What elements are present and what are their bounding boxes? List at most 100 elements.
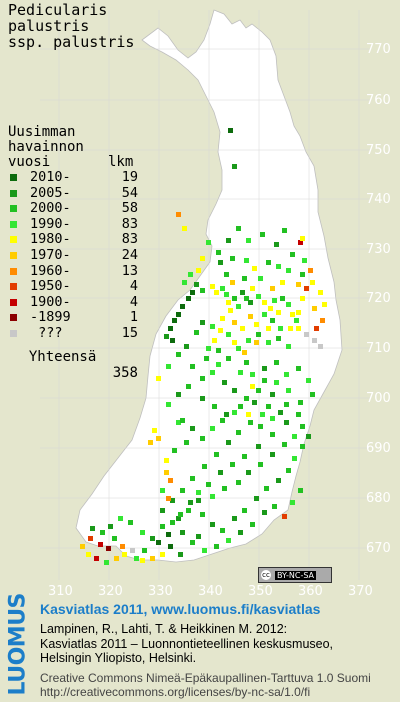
observation-square <box>262 510 267 515</box>
observation-square <box>236 304 241 309</box>
observation-square <box>276 336 281 341</box>
observation-square <box>188 272 193 277</box>
observation-square <box>104 560 109 565</box>
observation-square <box>224 412 229 417</box>
title-line: palustris <box>8 17 90 35</box>
license-badge-text: BY-NC-SA <box>275 570 317 580</box>
observation-square <box>170 498 175 503</box>
observation-square <box>270 452 275 457</box>
y-axis-label: 760 <box>366 93 391 108</box>
observation-square <box>244 296 249 301</box>
observation-square <box>180 530 185 535</box>
observation-square <box>264 486 269 491</box>
observation-square <box>190 476 195 481</box>
observation-square <box>210 494 215 499</box>
legend-label: 1950- <box>30 278 71 295</box>
observation-square <box>248 314 253 319</box>
observation-square <box>252 400 257 405</box>
license-badge[interactable]: cc BY-NC-SA <box>258 567 332 583</box>
observation-square <box>260 412 265 417</box>
observation-square <box>262 366 267 371</box>
distribution-map <box>40 9 370 580</box>
observation-square <box>256 388 261 393</box>
observation-square <box>202 548 207 553</box>
observation-square <box>296 412 301 417</box>
observation-square <box>88 536 93 541</box>
observation-square <box>256 444 261 449</box>
atlas-link[interactable]: Kasviatlas 2011, www.luomus.fi/kasviatla… <box>40 601 321 617</box>
observation-square <box>298 488 303 493</box>
observation-square <box>284 402 289 407</box>
observation-square <box>268 306 273 311</box>
observation-square <box>246 412 251 417</box>
observation-square <box>214 544 219 549</box>
observation-square <box>236 480 241 485</box>
observation-square <box>148 440 153 445</box>
observation-square <box>262 312 267 317</box>
observation-square <box>170 338 175 343</box>
observation-square <box>270 416 275 421</box>
observation-square <box>242 454 247 459</box>
x-axis-label: 370 <box>348 584 373 599</box>
observation-square <box>216 348 221 353</box>
observation-square <box>164 334 169 339</box>
observation-square <box>120 544 125 549</box>
y-axis-label: 700 <box>366 391 391 406</box>
y-axis-label: 720 <box>366 291 391 306</box>
observation-square <box>130 548 135 553</box>
observation-square <box>300 272 305 277</box>
legend-label: -1899 <box>30 309 71 326</box>
observation-square <box>214 290 219 295</box>
observation-square <box>286 388 291 393</box>
observation-square <box>168 478 173 483</box>
observation-square <box>94 556 99 561</box>
observation-square <box>186 296 191 301</box>
observation-square <box>242 350 247 355</box>
x-axis-label: 340 <box>198 584 223 599</box>
observation-square <box>272 298 277 303</box>
license-line[interactable]: http://creativecommons.org/licenses/by-n… <box>40 685 311 699</box>
observation-square <box>310 280 315 285</box>
observation-square <box>232 516 237 521</box>
observation-square <box>212 404 217 409</box>
observation-square <box>300 444 305 449</box>
observation-square <box>212 338 217 343</box>
observation-square <box>210 324 215 329</box>
observation-square <box>196 490 201 495</box>
citation-line: Helsingin Yliopisto, Helsinki. <box>40 651 197 665</box>
legend-label: 1900- <box>30 293 71 310</box>
observation-square <box>266 404 271 409</box>
observation-square <box>80 544 85 549</box>
observation-square <box>186 508 191 513</box>
map-grid <box>40 10 370 580</box>
observation-square <box>180 488 185 493</box>
observation-square <box>176 212 181 217</box>
observation-square <box>298 240 303 245</box>
legend-count: 58 <box>121 200 138 217</box>
legend-swatch <box>10 174 17 181</box>
observation-square <box>190 426 195 431</box>
observation-square <box>200 436 205 441</box>
observation-square <box>176 420 181 425</box>
observation-square <box>312 338 317 343</box>
observation-square <box>134 556 139 561</box>
observation-square <box>242 508 247 513</box>
observation-square <box>296 326 301 331</box>
legend-col-year: vuosi <box>8 154 51 170</box>
observation-square <box>284 372 289 377</box>
legend-swatch <box>10 298 17 306</box>
observation-square <box>176 352 181 357</box>
observation-square <box>90 526 95 531</box>
total-label: Yhteensä <box>28 349 97 365</box>
observation-square <box>282 514 287 519</box>
observation-square <box>232 410 237 415</box>
legend-count: 4 <box>129 293 138 310</box>
observation-square <box>172 318 177 323</box>
observation-square <box>298 400 303 405</box>
observation-square <box>236 226 241 231</box>
legend-heading: Uusimman havainnon vuosi lkm <box>8 125 133 170</box>
observation-square <box>230 280 235 285</box>
observation-square <box>210 522 215 527</box>
observation-square <box>218 328 223 333</box>
observation-square <box>262 300 267 305</box>
